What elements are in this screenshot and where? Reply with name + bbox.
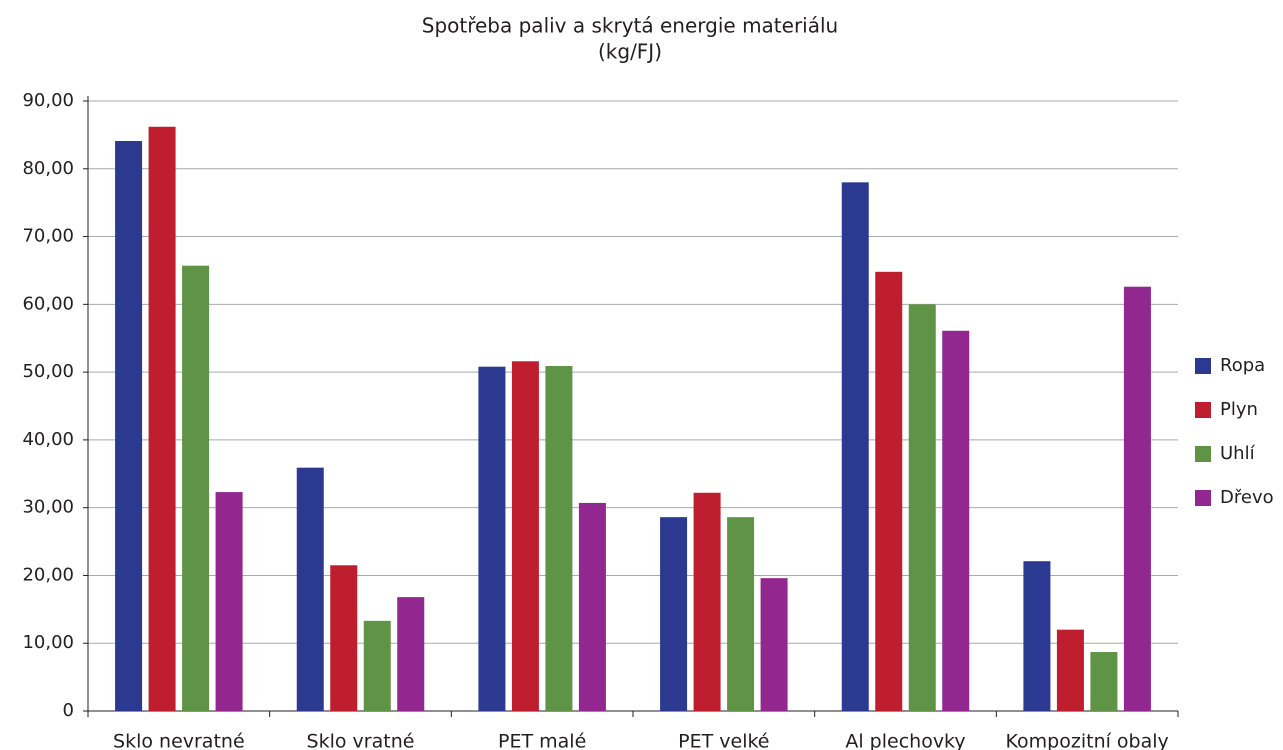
- bar: [115, 140, 143, 711]
- y-tick-label: 50,00: [22, 361, 74, 382]
- legend-label: Dřevo: [1220, 487, 1274, 508]
- bar: [875, 271, 903, 711]
- bar: [330, 565, 358, 711]
- bar: [296, 467, 324, 711]
- y-tick-label: 90,00: [22, 90, 74, 111]
- legend-swatch: [1195, 402, 1211, 418]
- legend-label: Uhlí: [1220, 443, 1256, 464]
- bar: [1056, 629, 1084, 711]
- bar: [1023, 561, 1051, 711]
- chart-title: Spotřeba paliv a skrytá energie materiál…: [422, 14, 838, 38]
- bar: [1123, 286, 1151, 711]
- bar: [545, 366, 573, 711]
- y-tick-label: 10,00: [22, 632, 74, 653]
- y-tick-label: 20,00: [22, 564, 74, 585]
- y-tick-label: 70,00: [22, 226, 74, 247]
- legend-label: Ropa: [1220, 355, 1265, 376]
- x-tick-label: PET velké: [678, 731, 769, 750]
- bar: [1090, 652, 1118, 711]
- y-tick-label: 40,00: [22, 429, 74, 450]
- legend-label: Plyn: [1220, 399, 1258, 420]
- bar: [215, 492, 243, 711]
- bar: [942, 330, 970, 711]
- bar: [760, 578, 788, 711]
- bar: [578, 502, 606, 711]
- y-tick-label: 30,00: [22, 497, 74, 518]
- bar: [182, 265, 210, 711]
- x-tick-label: Al plechovky: [845, 731, 965, 750]
- legend-swatch: [1195, 446, 1211, 462]
- bar: [908, 304, 936, 711]
- bar: [363, 620, 391, 711]
- bar: [693, 492, 721, 711]
- x-tick-label: PET malé: [498, 731, 586, 750]
- bar: [397, 597, 425, 711]
- x-tick-label: Sklo nevratné: [113, 731, 245, 750]
- bar: [511, 361, 539, 711]
- y-tick-label: 0: [63, 700, 74, 721]
- y-tick-label: 60,00: [22, 293, 74, 314]
- bar: [148, 126, 176, 711]
- legend-swatch: [1195, 490, 1211, 506]
- bar: [841, 182, 869, 712]
- bar: [727, 517, 755, 711]
- x-tick-label: Kompozitní obaly: [1006, 731, 1169, 750]
- chart-subtitle: (kg/FJ): [598, 40, 662, 64]
- y-tick-label: 80,00: [22, 158, 74, 179]
- bar: [478, 366, 506, 711]
- legend-swatch: [1195, 358, 1211, 374]
- x-tick-label: Sklo vratné: [307, 731, 415, 750]
- bar: [660, 517, 688, 711]
